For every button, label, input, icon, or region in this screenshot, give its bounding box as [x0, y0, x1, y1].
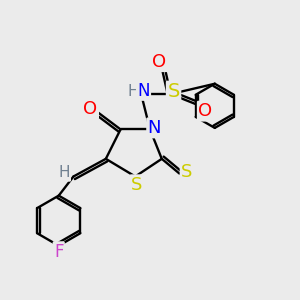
Text: S: S — [131, 176, 142, 194]
Text: S: S — [167, 82, 180, 101]
Text: F: F — [54, 243, 64, 261]
Text: N: N — [137, 82, 150, 100]
Text: O: O — [83, 100, 98, 118]
Text: O: O — [152, 53, 167, 71]
Text: N: N — [148, 119, 161, 137]
Text: H: H — [127, 84, 139, 99]
Text: S: S — [181, 163, 193, 181]
Text: H: H — [58, 166, 70, 181]
Text: O: O — [198, 102, 212, 120]
